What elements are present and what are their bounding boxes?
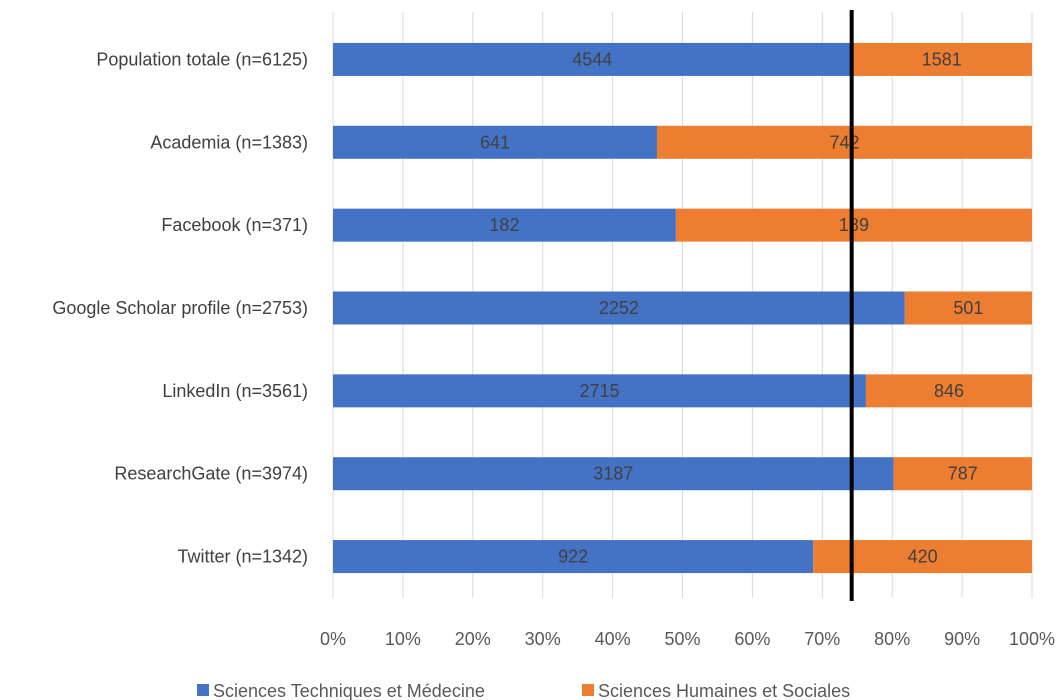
bar-segment-stm [333,291,905,325]
category-label: LinkedIn (n=3561) [162,381,308,401]
bar-value-label: 501 [953,298,983,318]
bar-value-label: 4544 [572,49,612,69]
bar-segment-shs [904,291,1032,325]
x-tick-label: 80% [874,629,910,649]
bar-labels: 4544 1581 641 742 182 189 2252 501 2715 846 3187 78… [480,49,983,566]
bar-value-label: 1581 [922,49,962,69]
bar-value-label: 2715 [579,381,619,401]
bar-value-label: 2252 [599,298,639,318]
bar-value-label: 420 [908,547,938,567]
bars [333,42,1032,574]
bar-segment-stm [333,374,866,408]
x-tick-labels: 0% 10% 20% 30% 40% 50% 60% 70% 80% 90% 100% [320,629,1055,649]
legend-swatch [197,684,209,696]
x-tick-label: 100% [1009,629,1055,649]
bar-value-label: 787 [948,464,978,484]
bar-value-label: 3187 [593,464,633,484]
category-label: Population totale (n=6125) [96,49,308,69]
x-tick-label: 10% [385,629,421,649]
bar-segment-shs [893,457,1032,491]
bar-value-label: 742 [829,132,859,152]
legend: Sciences Techniques et Médecine Sciences … [197,681,850,700]
x-tick-label: 0% [320,629,346,649]
x-tick-label: 20% [455,629,491,649]
category-label: ResearchGate (n=3974) [114,464,308,484]
bar-value-label: 922 [558,547,588,567]
bar-segment-stm [333,457,894,491]
bar-value-label: 846 [934,381,964,401]
bar-segment-stm [333,208,676,242]
x-tick-label: 50% [664,629,700,649]
bar-value-label: 182 [489,215,519,235]
bar-segment-shs [656,125,1032,159]
bar-segment-stm [333,125,657,159]
x-tick-label: 60% [734,629,770,649]
x-tick-label: 90% [944,629,980,649]
category-labels: Population totale (n=6125) Academia (n=13… [52,49,308,566]
bar-segment-stm [333,42,852,76]
category-label: Twitter (n=1342) [177,547,308,567]
bar-segment-shs [865,374,1032,408]
x-tick-label: 70% [804,629,840,649]
category-label: Google Scholar profile (n=2753) [52,298,308,318]
legend-swatch [582,684,594,696]
x-tick-label: 40% [595,629,631,649]
bar-segment-stm [333,540,814,574]
x-tick-label: 30% [525,629,561,649]
bar-segment-shs [675,208,1032,242]
bar-value-label: 641 [480,132,510,152]
legend-label: Sciences Humaines et Sociales [598,681,850,700]
legend-label: Sciences Techniques et Médecine [213,681,485,700]
bar-segment-shs [851,42,1032,76]
category-label: Facebook (n=371) [161,215,308,235]
category-label: Academia (n=1383) [150,132,308,152]
bar-value-label: 189 [839,215,869,235]
